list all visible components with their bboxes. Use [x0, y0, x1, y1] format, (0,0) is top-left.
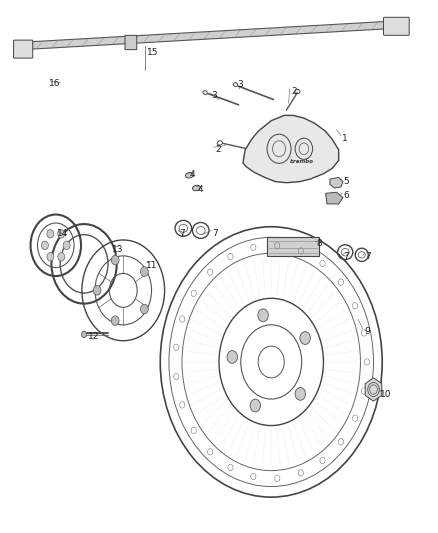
Text: 13: 13: [112, 245, 124, 254]
Circle shape: [47, 230, 54, 238]
Circle shape: [47, 253, 54, 261]
FancyBboxPatch shape: [125, 35, 137, 50]
FancyBboxPatch shape: [384, 17, 409, 35]
Text: 7: 7: [344, 253, 350, 262]
Circle shape: [93, 286, 101, 295]
Text: 12: 12: [88, 332, 100, 341]
Text: 4: 4: [198, 184, 204, 193]
Text: 3: 3: [237, 80, 243, 89]
Circle shape: [58, 230, 65, 238]
Polygon shape: [325, 192, 343, 204]
Circle shape: [58, 253, 65, 261]
Circle shape: [141, 267, 148, 277]
Circle shape: [250, 399, 261, 412]
Text: 7: 7: [365, 253, 371, 262]
Circle shape: [295, 387, 306, 400]
Polygon shape: [365, 378, 382, 401]
Text: 1: 1: [343, 134, 348, 143]
Polygon shape: [267, 237, 319, 256]
Text: 4: 4: [189, 170, 195, 179]
Ellipse shape: [186, 173, 193, 178]
Circle shape: [81, 331, 87, 337]
Circle shape: [141, 304, 148, 314]
Ellipse shape: [192, 185, 200, 191]
Text: 16: 16: [49, 79, 60, 88]
Text: brembo: brembo: [290, 159, 314, 164]
Text: 5: 5: [344, 177, 350, 186]
Polygon shape: [243, 115, 339, 183]
Text: 10: 10: [379, 390, 391, 399]
Text: 7: 7: [180, 229, 185, 238]
Polygon shape: [330, 177, 343, 188]
Text: 9: 9: [364, 327, 370, 336]
Circle shape: [227, 351, 237, 364]
FancyBboxPatch shape: [14, 40, 33, 58]
Polygon shape: [32, 21, 385, 49]
Text: 2: 2: [215, 146, 220, 155]
Circle shape: [111, 255, 119, 265]
Text: 11: 11: [146, 261, 157, 270]
Circle shape: [111, 316, 119, 325]
Circle shape: [63, 241, 70, 249]
Text: 6: 6: [344, 191, 350, 200]
Circle shape: [300, 332, 311, 344]
Text: 2: 2: [291, 87, 297, 96]
Text: 7: 7: [212, 229, 219, 238]
Text: 15: 15: [147, 49, 159, 58]
Text: 3: 3: [212, 91, 218, 100]
Text: 8: 8: [316, 239, 322, 248]
Circle shape: [258, 309, 268, 321]
Circle shape: [42, 241, 48, 249]
Text: 14: 14: [57, 229, 68, 238]
